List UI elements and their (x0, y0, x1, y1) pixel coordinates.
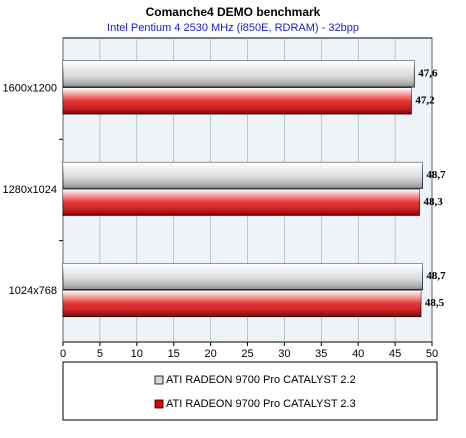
bar-shade (63, 189, 420, 216)
x-tick-label: 35 (315, 348, 327, 360)
chart-title: Comanche4 DEMO benchmark (146, 5, 321, 19)
bar-shade (63, 88, 412, 114)
value-label: 48,3 (423, 196, 443, 208)
bar-shade (63, 263, 423, 290)
legend-swatch (154, 375, 164, 385)
value-label: 48,7 (426, 270, 446, 282)
value-label: 48,7 (426, 169, 446, 181)
x-tick-label: 15 (168, 348, 180, 360)
x-tick-label: 45 (389, 348, 401, 360)
legend (62, 361, 438, 421)
bar-shade (63, 61, 415, 87)
y-tick-label: 1024x768 (9, 285, 57, 297)
x-tick-label: 25 (241, 348, 253, 360)
x-tick-label: 50 (426, 348, 438, 360)
y-tick-label: 1280x1024 (3, 184, 57, 196)
x-tick-label: 20 (204, 348, 216, 360)
x-tick-label: 0 (60, 348, 66, 360)
value-label: 47,2 (415, 95, 435, 107)
y-tick-label: 1600x1200 (3, 83, 57, 95)
x-tick-label: 10 (131, 348, 143, 360)
x-tick-label: 5 (97, 348, 103, 360)
legend-swatch (154, 399, 164, 409)
x-tick-label: 40 (352, 348, 364, 360)
value-label: 47,6 (418, 68, 438, 80)
chart-subtitle: Intel Pentium 4 2530 MHz (i850E, RDRAM) … (107, 22, 359, 34)
bar-shade (63, 162, 423, 189)
bar-shade (63, 290, 421, 317)
value-label: 48,5 (425, 297, 445, 309)
legend-label: ATI RADEON 9700 Pro CATALYST 2.3 (166, 398, 356, 410)
legend-label: ATI RADEON 9700 Pro CATALYST 2.2 (166, 374, 356, 386)
x-tick-label: 30 (278, 348, 290, 360)
